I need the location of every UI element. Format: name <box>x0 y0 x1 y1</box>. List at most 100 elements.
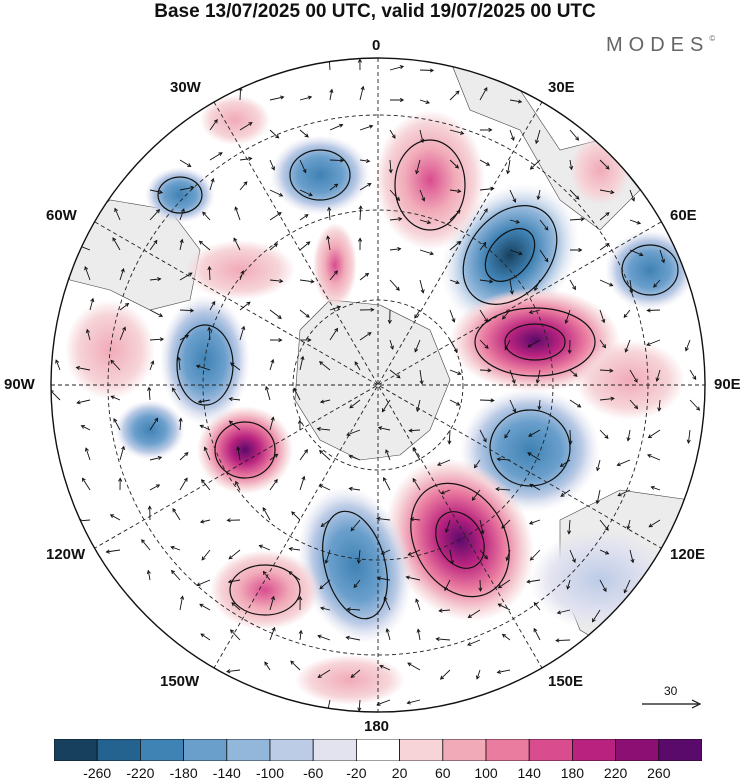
wind-vector <box>299 279 314 283</box>
wind-vector-head <box>178 417 183 422</box>
wind-vector <box>479 279 493 283</box>
wind-vector-head <box>459 130 465 135</box>
wind-vector-head <box>609 368 614 373</box>
wind-vector <box>509 279 513 294</box>
wind-vector-head <box>146 569 151 575</box>
wind-vector <box>208 266 211 281</box>
wind-vector-head <box>228 396 233 402</box>
wind-vector <box>229 420 241 431</box>
wind-vector-head <box>396 374 401 379</box>
wind-vector-head <box>265 385 270 391</box>
wind-vector-head <box>199 424 204 429</box>
wind-vector <box>111 395 121 401</box>
wind-vector-head <box>270 416 275 421</box>
wind-vector-head <box>304 449 308 454</box>
wind-vector-head <box>497 584 503 589</box>
wind-vector <box>179 452 189 461</box>
wind-vector-head <box>302 168 307 174</box>
wind-vector-head <box>490 398 495 403</box>
wind-vector-head <box>457 371 462 376</box>
wind-vector <box>504 429 511 439</box>
wind-vector-head <box>324 559 329 564</box>
wind-vector-head <box>211 300 216 306</box>
wind-vector <box>419 219 431 224</box>
wind-vector-head <box>176 356 182 361</box>
wind-vector-head <box>273 478 278 484</box>
lon-label-90e: 90E <box>714 376 741 393</box>
wind-vector <box>623 579 631 593</box>
wind-vector <box>85 447 91 461</box>
wind-vector <box>265 386 271 401</box>
wind-vector-head <box>197 399 203 404</box>
wind-vector <box>507 159 511 174</box>
wind-vector <box>178 357 181 371</box>
wind-vector-head <box>650 485 655 490</box>
wind-vector <box>319 484 331 491</box>
wind-vector <box>299 476 305 491</box>
wind-vector-head <box>529 556 535 561</box>
wind-vector <box>527 452 541 461</box>
wind-vector <box>149 189 163 194</box>
wind-vector <box>269 212 282 221</box>
wind-vector-head <box>544 226 549 231</box>
wind-vector <box>291 511 301 521</box>
wind-vector-head <box>602 344 607 349</box>
wind-vector <box>354 361 361 371</box>
wind-vector <box>346 429 361 436</box>
wind-vector <box>560 459 571 467</box>
wind-vector <box>113 418 121 431</box>
wind-vector <box>299 189 313 196</box>
wind-vector <box>239 122 253 131</box>
wind-vectors <box>51 58 701 712</box>
colorbar-tick-label: 220 <box>603 765 628 781</box>
wind-vector-head <box>684 347 689 352</box>
colorbar <box>54 739 702 761</box>
wind-vector-head <box>624 348 629 353</box>
wind-vector <box>149 360 154 371</box>
wind-vector <box>449 241 461 251</box>
wind-vector-head <box>356 559 361 565</box>
wind-vector-head <box>439 675 445 680</box>
wind-vector-head <box>307 337 312 343</box>
wind-vector-head <box>437 462 442 466</box>
wind-vector-head <box>533 601 538 607</box>
wind-vector <box>533 628 541 641</box>
wind-vector-head <box>626 525 631 530</box>
wind-vector <box>119 446 125 461</box>
wind-vector <box>389 369 401 379</box>
wind-vector <box>449 210 461 221</box>
wind-vector <box>449 369 461 375</box>
wind-vector-head <box>277 315 282 319</box>
colorbar-tick-label: -20 <box>346 765 367 781</box>
colorbar-tick-label: 100 <box>474 765 498 781</box>
lon-label-60e: 60E <box>670 207 697 224</box>
wind-vector <box>358 699 361 711</box>
wind-vector <box>329 328 338 341</box>
wind-vector <box>533 602 541 611</box>
colorbar-swatch <box>442 739 487 761</box>
colorbar-tick-label: 260 <box>647 765 671 781</box>
colorbar-tick-label: -260 <box>83 765 112 781</box>
wind-vector <box>449 90 460 101</box>
wind-vector-head <box>307 95 313 100</box>
wind-vector-head <box>172 387 176 392</box>
wind-vector-head <box>84 266 89 271</box>
brand-mark: © <box>709 34 716 43</box>
wind-vector <box>329 159 344 162</box>
wind-vector <box>449 339 458 353</box>
wind-vector-head <box>258 544 263 549</box>
wind-vector-head <box>320 523 325 527</box>
wind-vector-head <box>170 545 175 550</box>
wind-vector-head <box>425 100 430 105</box>
wind-vector <box>204 447 211 461</box>
wind-vector <box>569 129 579 141</box>
wind-vector-head <box>155 484 161 489</box>
wind-vector-head <box>483 555 489 560</box>
wind-vector-head <box>629 289 634 294</box>
wind-vector <box>537 189 541 200</box>
wind-vector-head <box>484 318 488 323</box>
wind-vector-head <box>572 285 576 291</box>
wind-vector <box>599 243 610 251</box>
wind-vector-head <box>604 434 609 439</box>
wind-vector-head <box>278 338 283 343</box>
